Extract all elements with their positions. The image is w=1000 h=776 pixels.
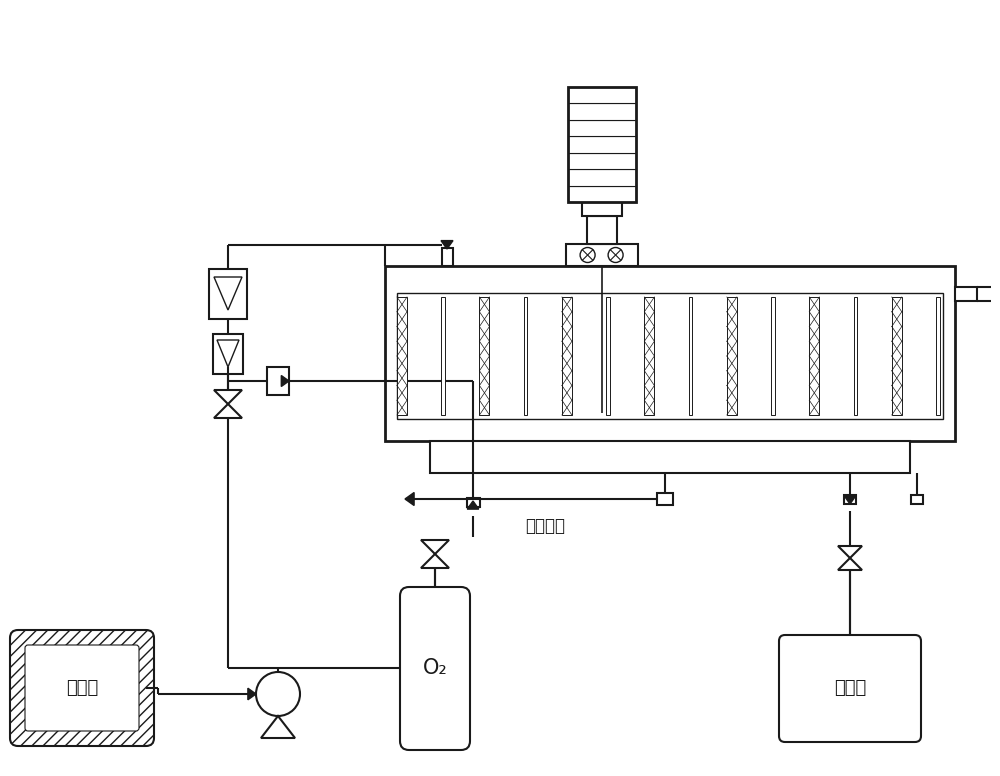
Polygon shape	[844, 496, 856, 504]
Bar	[397, 297, 407, 415]
Bar	[568, 153, 636, 169]
Polygon shape	[217, 340, 239, 367]
Circle shape	[256, 672, 300, 716]
Bar	[644, 297, 654, 415]
FancyBboxPatch shape	[10, 630, 154, 746]
Polygon shape	[421, 540, 449, 554]
Bar	[854, 297, 857, 415]
Bar	[809, 297, 819, 415]
Text: O₂: O₂	[423, 659, 447, 678]
Bar	[568, 169, 636, 185]
Bar	[441, 297, 445, 415]
Bar	[568, 87, 636, 103]
Bar	[568, 185, 636, 202]
Polygon shape	[467, 501, 479, 509]
Bar	[771, 297, 775, 415]
Polygon shape	[421, 554, 449, 568]
Bar	[479, 297, 489, 415]
Bar	[213, 334, 243, 374]
FancyBboxPatch shape	[25, 645, 139, 731]
Bar	[466, 498, 480, 507]
Polygon shape	[214, 390, 242, 404]
Polygon shape	[261, 716, 295, 738]
Bar	[430, 441, 910, 473]
Bar	[955, 287, 977, 301]
Polygon shape	[838, 546, 862, 558]
Circle shape	[608, 248, 623, 262]
Bar	[844, 495, 856, 504]
Bar	[587, 216, 617, 244]
Bar	[568, 120, 636, 137]
Bar	[911, 495, 923, 504]
Bar	[397, 293, 943, 419]
Polygon shape	[838, 558, 862, 570]
Circle shape	[580, 248, 595, 262]
Bar	[727, 297, 737, 415]
Bar	[442, 248, 453, 266]
Text: 原料罐: 原料罐	[66, 679, 98, 697]
Bar	[936, 297, 940, 415]
Polygon shape	[214, 404, 242, 418]
FancyBboxPatch shape	[400, 587, 470, 750]
Bar	[892, 297, 902, 415]
Bar	[385, 266, 955, 441]
Bar	[209, 269, 247, 319]
Polygon shape	[214, 277, 242, 310]
Polygon shape	[405, 493, 414, 505]
Text: 产料罐: 产料罐	[834, 680, 866, 698]
FancyBboxPatch shape	[779, 635, 921, 742]
Polygon shape	[248, 688, 256, 700]
Bar	[568, 87, 636, 202]
Polygon shape	[441, 241, 453, 249]
Bar	[562, 297, 572, 415]
Bar	[657, 493, 673, 505]
Polygon shape	[281, 376, 289, 386]
Bar	[568, 137, 636, 153]
Bar	[568, 103, 636, 120]
Bar	[606, 297, 610, 415]
Bar	[689, 297, 692, 415]
Text: 气体出口: 气体出口	[525, 517, 565, 535]
Bar	[582, 202, 622, 216]
Bar	[267, 367, 289, 395]
Bar	[524, 297, 527, 415]
Bar	[566, 244, 638, 266]
